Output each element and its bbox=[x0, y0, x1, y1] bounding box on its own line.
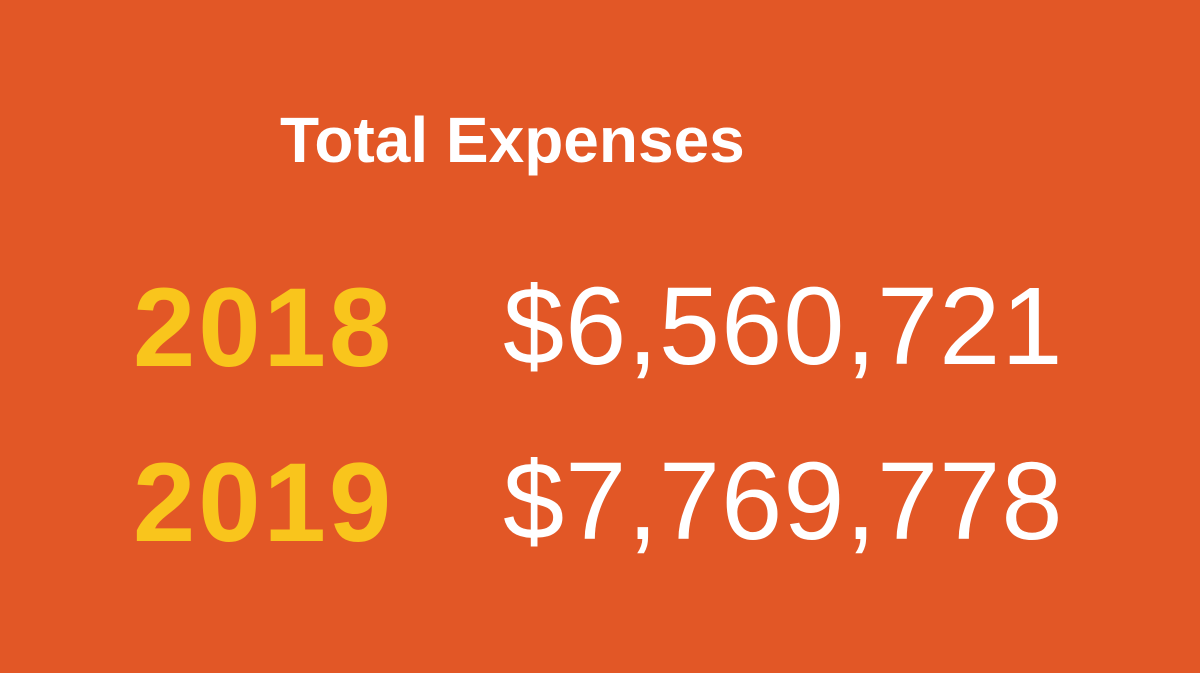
amount: $6,560,721 bbox=[503, 265, 1064, 388]
title: Total Expenses bbox=[280, 104, 745, 176]
year: 2019 bbox=[133, 440, 395, 565]
year: 2018 bbox=[133, 265, 395, 390]
amount: $7,769,778 bbox=[503, 440, 1064, 563]
